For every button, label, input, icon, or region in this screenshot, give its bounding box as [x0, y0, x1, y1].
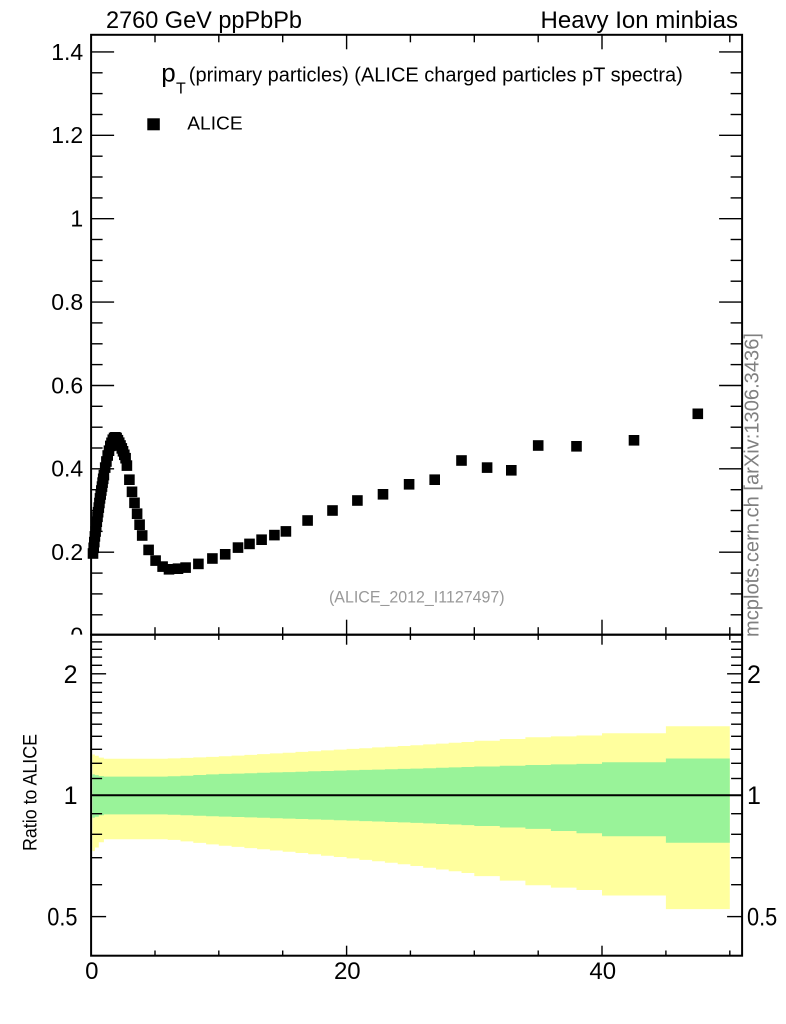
svg-text:0.8: 0.8 [51, 289, 83, 315]
svg-text:0.2: 0.2 [51, 539, 83, 565]
svg-text:2: 2 [64, 661, 78, 689]
svg-text:mcplots.cern.ch [arXiv:1306.34: mcplots.cern.ch [arXiv:1306.3436] [741, 333, 763, 637]
svg-text:(ALICE_2012_I1127497): (ALICE_2012_I1127497) [329, 588, 505, 607]
svg-text:0.5: 0.5 [47, 904, 77, 932]
svg-text:20: 20 [334, 958, 361, 985]
svg-text:(primary particles) (ALICE cha: (primary particles) (ALICE charged parti… [189, 64, 683, 86]
svg-text:ALICE: ALICE [187, 112, 242, 133]
svg-text:1.4: 1.4 [51, 39, 83, 65]
svg-text:0.6: 0.6 [51, 372, 83, 398]
svg-text:0.4: 0.4 [51, 456, 83, 482]
svg-text:0.5: 0.5 [747, 904, 777, 932]
svg-text:Heavy Ion minbias: Heavy Ion minbias [541, 7, 739, 34]
svg-text:0: 0 [85, 958, 98, 985]
svg-text:T: T [176, 81, 186, 98]
svg-text:1.2: 1.2 [51, 122, 83, 148]
svg-text:2760 GeV ppPbPb: 2760 GeV ppPbPb [106, 7, 302, 34]
svg-text:p: p [161, 57, 175, 87]
svg-text:1: 1 [64, 782, 78, 810]
svg-text:0: 0 [70, 623, 83, 649]
svg-text:Ratio to ALICE: Ratio to ALICE [20, 734, 42, 851]
svg-text:40: 40 [589, 958, 616, 985]
svg-text:1: 1 [747, 782, 761, 810]
svg-text:2: 2 [747, 661, 761, 689]
svg-text:1: 1 [70, 206, 83, 232]
